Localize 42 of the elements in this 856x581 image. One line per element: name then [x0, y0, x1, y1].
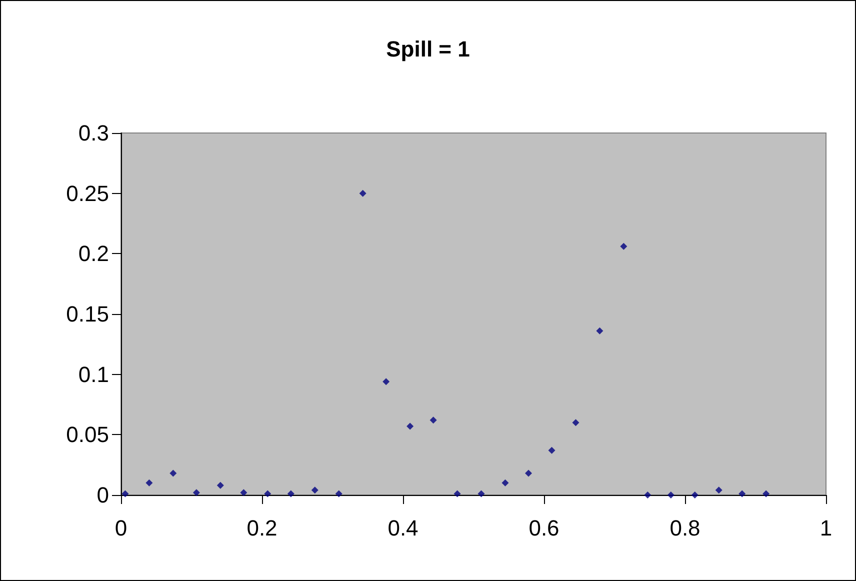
point: [430, 416, 437, 424]
point: [146, 479, 153, 486]
point: [287, 490, 294, 498]
point: [715, 486, 722, 494]
chart-title: Spill = 1: [386, 36, 470, 62]
point: [382, 378, 390, 386]
point: [644, 492, 652, 498]
x-tick-label: 1: [820, 516, 832, 540]
x-tick-label: 0.4: [388, 516, 418, 540]
point: [311, 486, 318, 494]
x-tick-label: 0.6: [528, 516, 560, 540]
point: [478, 490, 485, 498]
point: [620, 242, 628, 250]
point: [406, 422, 414, 430]
point: [524, 470, 532, 477]
y-tick-label: 0.25: [66, 180, 109, 206]
point: [762, 490, 770, 498]
point: [335, 490, 342, 498]
y-tick-label: 0.05: [66, 422, 109, 448]
point: [359, 190, 366, 197]
point: [216, 482, 224, 489]
point: [240, 489, 248, 496]
y-tick-label: 0.1: [78, 362, 109, 387]
y-tick-label: 0.15: [66, 302, 109, 326]
y-tick-label: 0.2: [78, 241, 109, 266]
point: [502, 479, 509, 486]
y-tick-label: 0: [96, 482, 109, 508]
point: [122, 490, 129, 498]
point: [264, 490, 272, 498]
point: [454, 490, 461, 498]
point: [596, 327, 604, 334]
x-tick-label: 0: [114, 516, 128, 540]
y-tick-label: 0.3: [78, 120, 109, 146]
point: [738, 490, 746, 498]
x-tick-label: 0.2: [246, 516, 278, 540]
point: [170, 470, 177, 477]
point: [691, 492, 698, 498]
point: [667, 492, 674, 498]
point: [572, 419, 580, 426]
point: [192, 489, 200, 496]
point: [548, 446, 556, 454]
x-tick-label: 0.8: [670, 516, 700, 540]
